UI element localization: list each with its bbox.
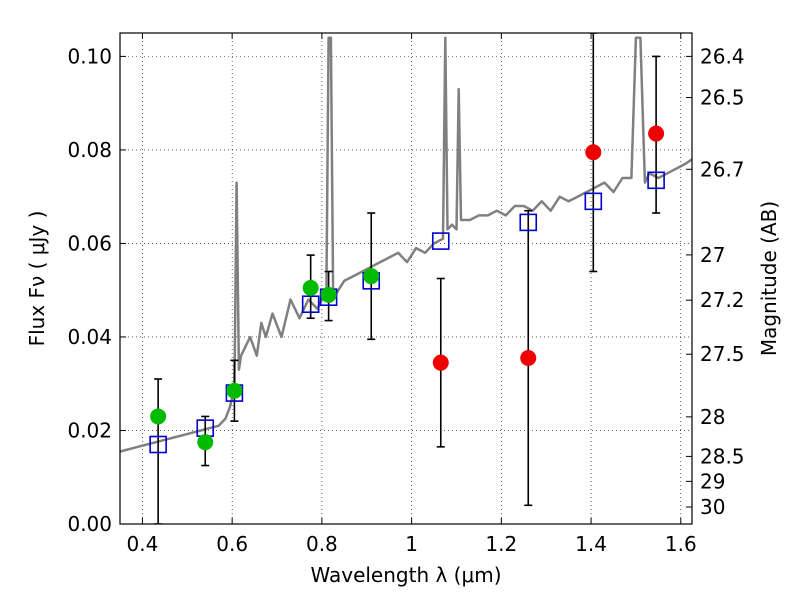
mag-tick-label: 28.5: [700, 444, 745, 468]
error-bars: [154, 33, 661, 524]
data-point: [226, 382, 243, 399]
y-tick-label: 0.08: [67, 138, 112, 162]
data-point: [363, 268, 380, 285]
data-point: [150, 408, 167, 425]
x-axis-label: Wavelength λ (μm): [310, 563, 501, 587]
plot-frame: [119, 32, 693, 525]
mag-tick-label: 27: [700, 243, 725, 267]
mag-tick-label: 29: [700, 469, 725, 493]
data-point: [432, 354, 449, 371]
y-axis-label: Flux Fν ( μJy ): [25, 211, 49, 347]
mag-tick-label: 28: [700, 405, 725, 429]
mag-tick-label: 26.7: [700, 157, 745, 181]
y-tick-label: 0.06: [67, 231, 112, 255]
mag-tick-label: 30: [700, 495, 725, 519]
data-point: [320, 286, 337, 303]
model-square-point: [519, 213, 538, 232]
mag-tick-label: 27.2: [700, 288, 745, 312]
model-square-point: [647, 171, 665, 190]
right-axis-label: Magnitude (AB): [757, 201, 781, 356]
x-tick-label: 0.8: [306, 532, 338, 556]
spectrum-series: [120, 36, 692, 453]
x-tick-label: 1: [405, 532, 418, 556]
model-square-point: [584, 192, 603, 211]
data-point: [648, 125, 665, 142]
axis-ticks: 0.4 0.6 0.8 1 1.2 1.4 1.6 0.00 0.02 0.04 0.06 0.08 0…: [67, 33, 745, 556]
y-tick-label: 0.00: [67, 512, 112, 536]
y-tick-label: 0.04: [67, 325, 112, 349]
mag-tick-label: 26.5: [700, 86, 745, 110]
x-tick-label: 0.6: [216, 532, 248, 556]
y-tick-label: 0.10: [67, 44, 112, 68]
data-point: [197, 434, 214, 451]
mag-tick-label: 27.5: [700, 342, 745, 366]
spectrum-line: [120, 36, 692, 453]
model-square-point: [301, 295, 320, 314]
x-tick-label: 0.4: [127, 532, 159, 556]
x-tick-label: 1.6: [665, 532, 697, 556]
model-square-point: [431, 232, 450, 250]
mag-tick-label: 26.4: [700, 44, 745, 68]
x-tick-label: 1.4: [575, 532, 607, 556]
data-point: [585, 144, 602, 161]
markers: [149, 125, 665, 454]
model-square-point: [149, 435, 167, 454]
x-tick-label: 1.2: [485, 532, 517, 556]
y-tick-label: 0.02: [67, 418, 112, 442]
data-point: [302, 279, 319, 296]
data-point: [520, 349, 537, 366]
